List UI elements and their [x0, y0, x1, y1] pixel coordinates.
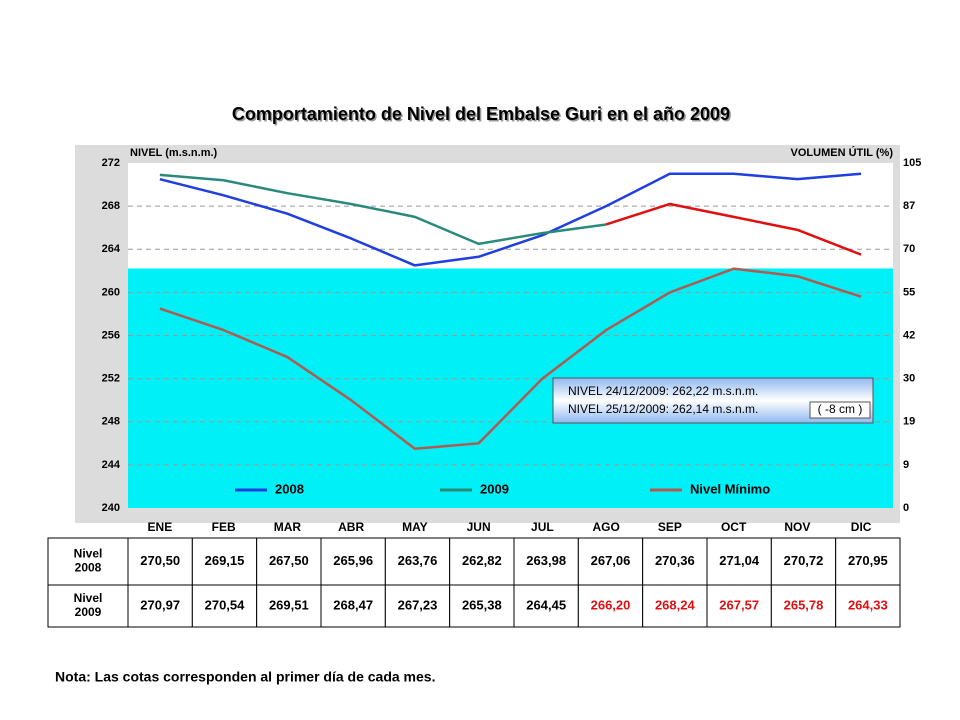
line-series	[605, 202, 862, 256]
table-value: 267,23	[398, 597, 438, 612]
table-cell	[706, 537, 772, 586]
y2-tick-label: 0	[903, 502, 909, 514]
table-value: 270,97	[140, 597, 180, 612]
y-axis-title: NIVEL (m.s.n.m.)	[130, 147, 218, 159]
table-value: 265,96	[333, 553, 373, 568]
table-value: 269,51	[269, 597, 309, 612]
table-cell	[320, 584, 386, 628]
table-value: 264,33	[848, 597, 888, 612]
y-tick-label: 268	[102, 200, 120, 212]
table-value: 266,20	[591, 597, 631, 612]
annotation-tag	[809, 401, 871, 419]
row-header: Nivel	[74, 591, 103, 605]
table-cell	[449, 584, 515, 628]
x-tick-label: SEP	[658, 520, 682, 534]
y-tick-label: 272	[102, 157, 120, 169]
y2-tick-label: 70	[903, 243, 915, 255]
annotation: NIVEL 24/12/2009: 262,22 m.s.n.m.	[568, 384, 758, 398]
table-value: 270,95	[848, 553, 888, 568]
x-tick-label: MAR	[274, 520, 302, 534]
table-cell	[706, 584, 772, 628]
table-cell	[256, 584, 322, 628]
y-tick-label: 240	[102, 502, 120, 514]
row-header: 2008	[75, 561, 102, 575]
table-cell	[127, 584, 193, 628]
annotation: ( -8 cm )	[818, 402, 863, 416]
table-value: 270,50	[140, 553, 180, 568]
x-tick-label: AGO	[592, 520, 619, 534]
table-cell	[642, 537, 708, 586]
table-cell	[513, 584, 579, 628]
table-cell	[47, 584, 129, 628]
y-tick-label: 252	[102, 373, 120, 385]
table-cell	[835, 537, 901, 586]
table-value: 263,76	[398, 553, 438, 568]
x-tick-label: JUN	[467, 520, 491, 534]
annotation: NIVEL 25/12/2009: 262,14 m.s.n.m.	[568, 402, 758, 416]
table-value: 267,06	[591, 553, 631, 568]
y2-tick-label: 87	[903, 200, 915, 212]
chart-title: Comportamiento de Nivel del Embalse Guri…	[232, 104, 730, 124]
y-tick-label: 260	[102, 286, 120, 298]
table-value: 268,47	[333, 597, 373, 612]
table-cell	[770, 537, 837, 586]
table-cell	[191, 537, 258, 586]
table-value: 265,38	[462, 597, 502, 612]
y2-axis-title: VOLUMEN ÚTIL (%)	[791, 146, 894, 159]
legend-label: Nivel Mínimo	[690, 481, 770, 496]
table-value: 270,36	[655, 553, 695, 568]
table-cell	[770, 584, 837, 628]
legend-label: 2009	[480, 481, 509, 496]
line-series	[159, 267, 862, 450]
y2-tick-label: 42	[903, 329, 915, 341]
table-value: 262,82	[462, 553, 502, 568]
x-tick-label: ABR	[338, 520, 364, 534]
y-tick-label: 248	[102, 416, 120, 428]
row-header: Nivel	[74, 547, 103, 561]
table-cell	[835, 584, 901, 628]
table-value: 271,04	[719, 553, 760, 568]
x-tick-label: FEB	[212, 520, 236, 534]
table-cell	[47, 537, 129, 586]
table-value: 267,50	[269, 553, 309, 568]
table-cell	[449, 537, 515, 586]
x-tick-label: ENE	[148, 520, 173, 534]
x-tick-label: NOV	[784, 520, 810, 534]
y2-tick-label: 30	[903, 373, 915, 385]
table-cell	[127, 537, 193, 586]
y2-tick-label: 9	[903, 459, 909, 471]
y2-tick-label: 55	[903, 286, 915, 298]
table-value: 269,15	[205, 553, 245, 568]
y2-tick-label: 105	[903, 157, 921, 169]
table-value: 268,24	[655, 597, 696, 612]
table-cell	[577, 584, 644, 628]
table-value: 270,54	[205, 597, 246, 612]
y-tick-label: 256	[102, 329, 120, 341]
note: Nota: Las cotas corresponden al primer d…	[55, 669, 435, 685]
x-tick-label: JUL	[531, 520, 554, 534]
table-value: 265,78	[784, 597, 824, 612]
line-series	[159, 172, 862, 267]
table-cell	[384, 537, 451, 586]
x-tick-label: DIC	[851, 520, 872, 534]
y-tick-label: 244	[102, 459, 121, 471]
y-tick-label: 264	[102, 243, 121, 255]
table-cell	[384, 584, 451, 628]
legend-label: 2008	[275, 481, 304, 496]
table-value: 267,57	[719, 597, 759, 612]
line-series	[159, 173, 607, 246]
row-header: 2009	[75, 605, 102, 619]
table-value: 264,45	[526, 597, 566, 612]
table-value: 263,98	[526, 553, 566, 568]
table-cell	[642, 584, 708, 628]
y2-tick-label: 19	[903, 416, 915, 428]
table-value: 270,72	[784, 553, 824, 568]
table-cell	[577, 537, 644, 586]
title-shadow: Comportamiento de Nivel del Embalse Guri…	[233, 105, 731, 125]
x-tick-label: MAY	[402, 520, 428, 534]
x-tick-label: OCT	[721, 520, 747, 534]
